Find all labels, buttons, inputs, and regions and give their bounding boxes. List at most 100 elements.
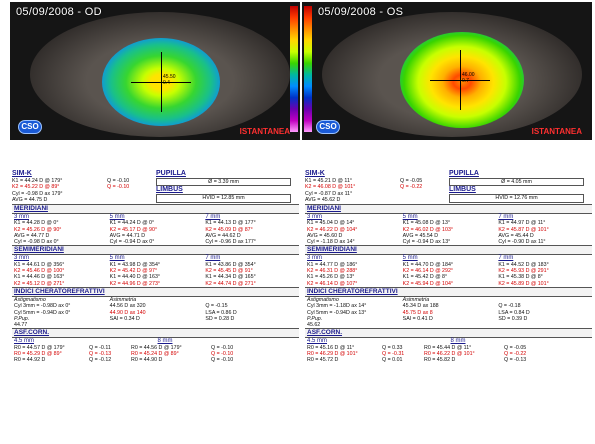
asf-r0: R0 = 45.44 D @ 11° (424, 344, 472, 351)
meridian-avg: AVG = 44.62 D (205, 232, 241, 239)
asf-row: R0 = 45.29 D @ 89° Q = -0.13 R0 = 45.24 … (12, 351, 299, 357)
semi-k2: K2 = 45.89 D @ 101° (498, 280, 549, 287)
meridian-k1: K1 = 44.24 D @ 0° (109, 220, 155, 227)
meridian-k1: K1 = 44.28 D @ 0° (14, 220, 59, 227)
semi-k2: K2 = 45.93 D @ 291° (498, 268, 549, 275)
meridian-cyl: Cyl = -0.96 D ax 177° (205, 239, 256, 246)
astig-label: Astigmatismo (307, 296, 339, 303)
zone-label: 7 mm (205, 214, 221, 220)
simk-title: SIM-K (12, 170, 32, 177)
asf-r0: R0 = 45.82 D (424, 357, 456, 364)
semi-k1: K1 = 44.34 D @ 165° (205, 274, 256, 281)
semi-k1: K1 = 44.40 D @ 163° (109, 274, 161, 281)
color-scale (290, 6, 298, 132)
asf-zones: 4.5 mm 8 mm (305, 338, 592, 344)
asf-row: R0 = 44.92 D Q = -0.12 R0 = 44.90 D Q = … (12, 357, 299, 363)
zone-label: 5 mm (109, 255, 125, 262)
semi-k1: K1 = 45.42 D @ 8° (402, 274, 448, 281)
semi-k1: K1 = 43.86 D @ 354° (205, 261, 256, 268)
semimeridians-grid: 3 mm K1 = 44.77 D @ 186° K2 = 46.31 D @ … (305, 255, 592, 286)
zone-label: 3 mm (307, 214, 322, 220)
asf-q: Q = -0.31 (382, 351, 405, 358)
lsa-value: LSA = 0.84 D (498, 309, 530, 316)
semimeridians-title: SEMIMERIDIANI (305, 245, 592, 256)
pupil-limbus-block: PUPILLA Ø = 4.05 mm LIMBUS HVID = 12.76 … (449, 170, 584, 204)
ppup-value: 44.77 (14, 322, 28, 329)
sd-value: SD = 0.39 D (498, 315, 528, 322)
os-data-panel: SIM-K K1 = 45.21 D @ 11° K2 = 46.08 D @ … (305, 170, 592, 364)
zone-label: 5 mm (402, 255, 418, 262)
meridian-k2: K2 = 45.09 D @ 87° (205, 226, 253, 233)
semi-k2: K2 = 44.74 D @ 271° (205, 280, 256, 287)
semi-k2: K2 = 44.96 D @ 273° (109, 280, 161, 287)
asf-q: Q = -0.05 (504, 344, 527, 351)
meridian-avg: AVG = 44.77 D (14, 232, 50, 239)
asym-line: 45.75 D ax 8 (402, 309, 433, 316)
meridians-title: MERIDIANI (12, 204, 299, 214)
refractive-indices-title: INDICI CHERATOREFRATTIVI (12, 286, 299, 297)
asf-zones: 4.5 mm 8 mm (12, 338, 299, 344)
color-scale (304, 6, 312, 132)
asf-title: ASF.CORN. (305, 328, 592, 339)
asf-r0: R0 = 45.72 D (307, 357, 339, 364)
sd-value: SD = 0.28 D (205, 315, 235, 322)
semi-k2: K2 = 45.94 D @ 104° (402, 280, 454, 287)
zone-label: 5 mm (402, 214, 418, 220)
asf-r0: R0 = 45.29 D @ 89° (14, 351, 62, 358)
simk-title: SIM-K (305, 170, 325, 177)
asf-r0: R0 = 46.29 D @ 101° (307, 351, 358, 358)
semi-k2: K2 = 45.46 D @ 100° (14, 268, 65, 275)
zone-label: 7 mm (498, 255, 514, 262)
ppup-label: P.Pup. (307, 315, 323, 322)
lsa-value: LSA = 0.86 D (205, 309, 237, 316)
simk-avg: AVG = 45.62 D (305, 196, 341, 203)
meridian-cyl: Cyl = -0.94 D ax 0° (109, 239, 155, 246)
topography-maps: 45.50 0.4 05/09/2008 - OD CSO ISTANTANEA … (10, 2, 592, 140)
cso-logo: CSO (316, 120, 340, 134)
meridians-title: MERIDIANI (305, 204, 592, 214)
asf-q: Q = -0.12 (89, 357, 112, 364)
semi-k1: K1 = 44.52 D @ 183° (498, 261, 549, 268)
pupil-title: PUPILLA (156, 170, 186, 177)
astig-3mm: Cyl 3mm = -0.98D ax 0° (14, 303, 71, 310)
asf-zone-label: 4.5 mm (14, 338, 35, 345)
meridian-k2: K2 = 46.22 D @ 104° (307, 226, 358, 233)
refractive-indices-grid: Astigmatismo Cyl 3mm = -1.18D ax 14° Cyl… (305, 297, 592, 328)
asf-zone-label: 8 mm (157, 338, 173, 345)
od-data-panel: SIM-K K1 = 44.24 D @ 179° K2 = 45.22 D @… (12, 170, 299, 364)
astig-label: Astigmatismo (14, 296, 46, 303)
semi-k1: K1 = 44.70 D @ 184° (402, 261, 454, 268)
sai-value: SAI = 0.41 D (402, 315, 433, 322)
os-map[interactable]: 46.00 0.7 05/09/2008 - OS CSO ISTANTANEA (302, 2, 592, 140)
semi-k1: K1 = 44.61 D @ 356° (14, 261, 65, 268)
astig-3mm: Cyl 3mm = -1.18D ax 14° (307, 303, 367, 310)
od-map[interactable]: 45.50 0.4 05/09/2008 - OD CSO ISTANTANEA (10, 2, 300, 140)
semi-k1: K1 = 43.98 D @ 354° (109, 261, 161, 268)
meridian-k1: K1 = 44.13 D @ 177° (205, 220, 256, 227)
zone-label: 7 mm (205, 255, 221, 262)
meridian-cyl: Cyl = -0.94 D ax 13° (402, 239, 451, 246)
simk-k2: K2 = 45.22 D @ 89° (12, 184, 60, 191)
center-label: 46.00 0.7 (462, 72, 475, 84)
semi-k2: K2 = 46.14 D @ 107° (307, 280, 358, 287)
meridian-k2: K2 = 45.87 D @ 101° (498, 226, 549, 233)
simk-q2: Q = -0.10 (107, 184, 130, 191)
meridian-k2: K2 = 45.17 D @ 90° (109, 226, 158, 233)
meridian-k1: K1 = 45.04 D @ 14° (307, 220, 355, 227)
sai-value: SAI = 0.34 D (109, 315, 140, 322)
map-title: 05/09/2008 - OD (16, 6, 102, 18)
asf-r0: R0 = 46.22 D @ 101° (424, 351, 475, 358)
meridian-avg: AVG = 44.71 D (109, 232, 146, 239)
pupil-title: PUPILLA (449, 170, 479, 177)
simk-avg: AVG = 44.75 D (12, 196, 48, 203)
meridian-avg: AVG = 45.54 D (402, 232, 439, 239)
pupil-value: Ø = 4.05 mm (449, 178, 584, 187)
astig-5mm: Cyl 5mm = -0.94D ax 0° (14, 309, 71, 316)
meridian-k2: K2 = 45.26 D @ 90° (14, 226, 62, 233)
asf-title: ASF.CORN. (12, 328, 299, 339)
zone-label: 3 mm (14, 214, 29, 220)
simk-cyl: Cyl = -0.87 D ax 11° (305, 190, 353, 197)
asf-zone-label: 4.5 mm (307, 338, 328, 345)
asf-row: R0 = 44.57 D @ 179° Q = -0.11 R0 = 44.56… (12, 345, 299, 351)
simk-q1: Q = -0.05 (400, 178, 423, 184)
